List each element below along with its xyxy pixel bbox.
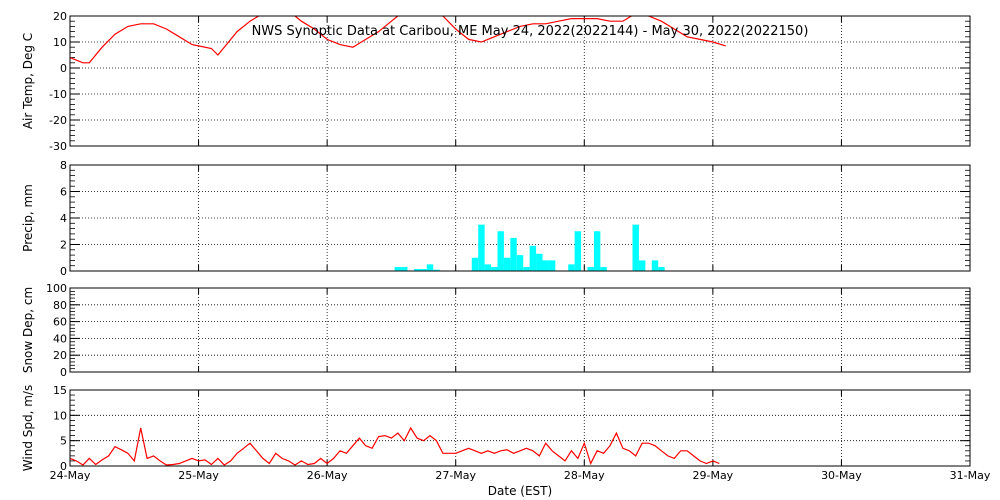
precip-bar [484, 264, 492, 271]
panel-frame [69, 389, 971, 467]
precip-bar [587, 267, 594, 271]
precip-bar [471, 257, 479, 271]
x-axis-label: Date (EST) [488, 484, 552, 498]
y-tick-label: 20 [53, 349, 67, 362]
y-axis-label: Snow Dep, cm [21, 287, 35, 373]
y-tick-label: 10 [53, 409, 67, 422]
air_temp-line [70, 16, 726, 64]
precip-bar [433, 269, 440, 271]
y-tick-label: 5 [60, 435, 67, 448]
y-axis-label: Precip, mm [21, 184, 35, 252]
panel-frame [69, 287, 971, 373]
precip-bar [523, 267, 530, 271]
air_temp-series [70, 16, 726, 64]
panel-wind_speed: 0 5 10 15 Wind Spd, m/s [21, 384, 971, 473]
precip-bar [413, 269, 421, 271]
precip-bar [536, 253, 543, 271]
precip-bar [529, 245, 537, 271]
y-tick-label: 10 [53, 36, 67, 49]
panel-frame [69, 15, 971, 147]
precip-bar [632, 224, 639, 271]
precip-bar [394, 267, 402, 271]
x-tick-label: 27-May [435, 469, 476, 482]
y-tick-label: 0 [60, 460, 67, 473]
y-tick-label: 0 [60, 265, 67, 278]
panel-snow_depth: 0 20 40 60 80 100 Snow Dep, cm [21, 282, 971, 379]
precip-bar [491, 267, 498, 271]
x-tick-label: 28-May [564, 469, 605, 482]
y-axis-label: Air Temp, Deg C [21, 33, 35, 129]
panel-air_temp: -30 -20 -10 0 10 20 Air Temp, Deg C [21, 10, 971, 153]
x-tick-label: 25-May [178, 469, 219, 482]
y-tick-label: -20 [49, 114, 67, 127]
x-tick-label: 24-May [50, 469, 91, 482]
y-tick-label: 4 [60, 212, 67, 225]
y-axis-label: Wind Spd, m/s [21, 385, 35, 471]
y-tick-label: 15 [53, 384, 67, 397]
precip-series [394, 224, 665, 271]
x-tick-label: 30-May [821, 469, 862, 482]
precip-bar [638, 260, 646, 271]
panel-frame [69, 164, 971, 272]
x-tick-label: 31-May [950, 469, 991, 482]
wind_speed-series [70, 426, 720, 466]
precip-bar [548, 260, 556, 271]
precip-bar [497, 231, 504, 271]
y-tick-label: 8 [60, 159, 67, 172]
x-tick-label: 26-May [307, 469, 348, 482]
y-tick-label: 100 [46, 282, 67, 295]
precip-bar [542, 260, 549, 271]
precip-bar [568, 264, 575, 271]
y-tick-label: 0 [60, 62, 67, 75]
precip-bar [478, 224, 485, 271]
wind_speed-line [70, 426, 720, 466]
precip-bar [574, 231, 582, 271]
y-tick-label: 60 [53, 316, 67, 329]
precip-bar [420, 269, 427, 271]
y-tick-label: 20 [53, 10, 67, 23]
precip-bar [600, 267, 607, 271]
chart-title: NWS Synoptic Data at Caribou, ME May 24,… [252, 24, 809, 39]
y-tick-label: 2 [60, 239, 67, 252]
x-tick-label: 29-May [692, 469, 733, 482]
y-tick-label: 40 [53, 332, 67, 345]
precip-bar [401, 267, 408, 271]
y-tick-label: -30 [49, 140, 67, 153]
precip-bar [503, 257, 511, 271]
precip-bar [516, 255, 524, 271]
y-tick-label: 0 [60, 366, 67, 379]
panel-precip: 0 2 4 6 8 Precip, mm [21, 159, 971, 278]
chart-panels: -30 -20 -10 0 10 20 Air Temp, Deg C 0 2 4 6 8 Precip… [21, 10, 991, 482]
y-tick-label: 80 [53, 299, 67, 312]
y-tick-label: 6 [60, 186, 67, 199]
y-tick-label: -10 [49, 88, 67, 101]
precip-bar [658, 267, 665, 271]
precip-bar [593, 231, 601, 271]
precip-bar [426, 264, 434, 271]
precip-bar [510, 237, 517, 271]
precip-bar [651, 260, 659, 271]
